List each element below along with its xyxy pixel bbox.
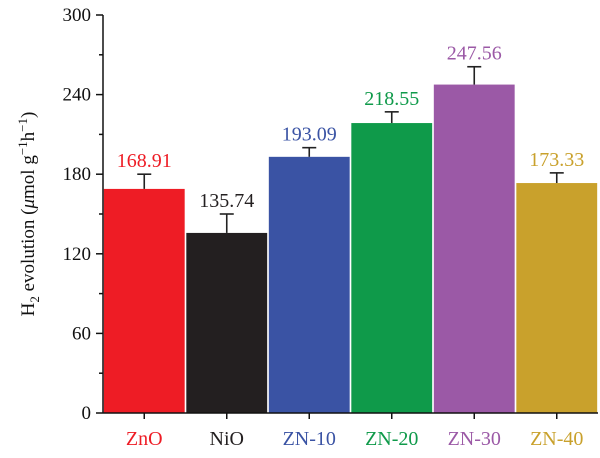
value-label-zn-40: 173.33 [529,149,584,171]
y-tick-label-0: 0 [82,403,92,424]
x-tick-label-zn-20: ZN-20 [365,428,418,450]
y-tick-label-240: 240 [63,85,92,106]
x-tick-label-zn-40: ZN-40 [530,428,583,450]
x-tick-label-zno: ZnO [126,428,163,450]
y-tick-label-180: 180 [63,164,92,185]
bar-zn-20 [351,123,433,413]
bar-zn-30 [433,84,515,413]
x-tick-label-zn-30: ZN-30 [448,428,501,450]
bar-zn-40 [516,183,598,413]
value-label-zn-10: 193.09 [282,124,337,146]
y-axis-title: H2 evolution (μmol g−1h−1) [15,112,42,317]
y-tick-label-120: 120 [63,244,92,265]
x-tick-label-nio: NiO [210,428,244,450]
bar-nio [186,232,268,413]
value-label-zn-20: 218.55 [364,88,419,110]
bar-zno [103,188,185,413]
y-tick-label-300: 300 [63,5,92,26]
y-axis: 0 60 120 180 240 300 [63,5,104,424]
y-tick-label-60: 60 [72,323,91,344]
x-axis: ZnO NiO ZN-10 ZN-20 ZN-30 ZN-40 [103,412,598,450]
x-tick-label-zn-10: ZN-10 [283,428,336,450]
value-label-zno: 168.91 [117,150,172,172]
bar-zn-10 [268,156,350,413]
value-label-zn-30: 247.56 [447,43,502,65]
plot-area: 168.91 135.74 193.09 218.55 247.56 173.33 [103,43,598,413]
value-label-nio: 135.74 [199,190,254,212]
